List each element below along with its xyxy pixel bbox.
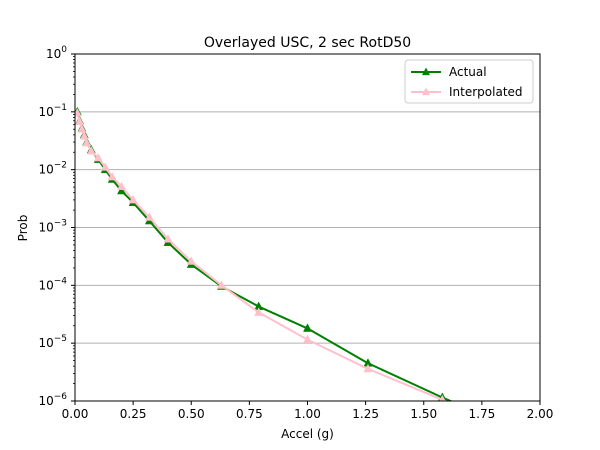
x-axis-label: Accel (g) [281, 427, 334, 441]
x-tick-label: 0.50 [178, 407, 205, 421]
x-axis: 0.00 0.25 0.50 0.75 1.00 1.25 1.50 1.75 2.00 [62, 401, 554, 421]
series-line-actual [76, 111, 454, 401]
data-point-interpolated [93, 152, 103, 162]
y-axis: 10−6 10−5 10−4 10−3 10−2 10−1 100 [38, 45, 75, 408]
x-tick-label: 2.00 [527, 407, 554, 421]
legend-label: Actual [449, 65, 487, 79]
data-point-interpolated [82, 137, 92, 147]
y-tick-label: 10−3 [38, 219, 67, 235]
legend: Actual Interpolated [404, 59, 534, 104]
chart-title: Overlayed USC, 2 sec RotD50 [204, 35, 411, 51]
y-axis-label: Prob [16, 215, 30, 242]
data-point-interpolated [107, 171, 117, 181]
x-tick-label: 1.25 [352, 407, 379, 421]
legend-marker [421, 87, 431, 96]
gridlines [75, 111, 540, 344]
x-tick-label: 1.00 [294, 407, 321, 421]
data-point-interpolated [77, 124, 87, 133]
y-tick-label: 10−6 [38, 392, 67, 408]
data-point-interpolated [186, 256, 196, 265]
y-tick-label: 10−5 [38, 334, 67, 350]
data-point-interpolated [363, 363, 373, 373]
y-tick-label: 10−4 [38, 276, 67, 292]
data-point-interpolated [79, 131, 89, 140]
data-point-interpolated [303, 334, 312, 344]
series-layer [75, 106, 544, 443]
data-point-interpolated [75, 116, 85, 125]
y-tick-label: 10−2 [38, 161, 67, 177]
data-point-actual [303, 323, 312, 332]
series-line-interpolated [76, 112, 449, 401]
data-point-interpolated [100, 162, 110, 171]
y-tick-label: 100 [46, 45, 67, 61]
data-point-interpolated [217, 280, 226, 289]
x-tick-label: 1.75 [469, 407, 496, 421]
x-tick-label: 1.50 [410, 407, 437, 421]
data-point-interpolated [163, 234, 173, 243]
x-tick-label: 0.75 [236, 407, 263, 421]
data-point-actual [536, 435, 544, 443]
x-tick-label: 0.00 [62, 407, 89, 421]
data-point-interpolated [536, 435, 544, 443]
x-tick-label: 0.25 [120, 407, 147, 421]
data-point-interpolated [144, 212, 154, 221]
data-point-interpolated [117, 181, 126, 190]
legend-label: Interpolated [449, 85, 523, 99]
data-point-interpolated [439, 394, 446, 401]
data-point-interpolated [128, 194, 138, 204]
data-point-interpolated [86, 145, 96, 155]
data-point-interpolated [254, 307, 264, 316]
legend-marker [421, 67, 431, 76]
y-tick-label: 10−1 [38, 103, 67, 119]
